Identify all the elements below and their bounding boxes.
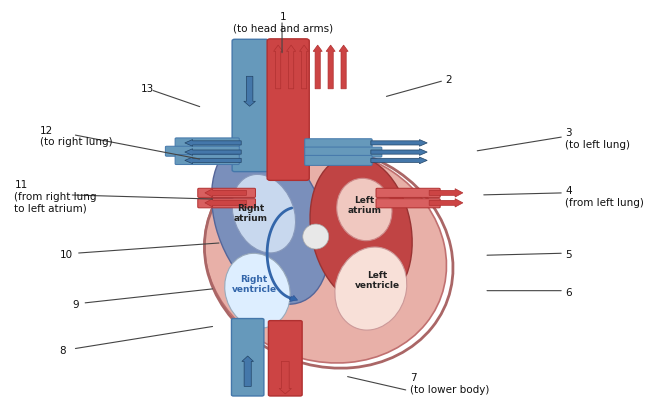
FancyArrow shape xyxy=(244,76,255,106)
FancyBboxPatch shape xyxy=(198,199,255,208)
FancyArrow shape xyxy=(326,45,335,89)
Ellipse shape xyxy=(232,174,296,253)
FancyBboxPatch shape xyxy=(198,188,255,197)
FancyBboxPatch shape xyxy=(165,146,239,156)
Ellipse shape xyxy=(303,224,329,249)
FancyArrow shape xyxy=(185,157,241,164)
FancyArrow shape xyxy=(286,45,296,89)
FancyBboxPatch shape xyxy=(305,139,372,149)
FancyBboxPatch shape xyxy=(376,188,440,197)
Ellipse shape xyxy=(204,147,446,363)
FancyBboxPatch shape xyxy=(267,39,309,180)
FancyArrow shape xyxy=(289,295,298,301)
Text: 4
(from left lung): 4 (from left lung) xyxy=(566,186,644,208)
FancyArrow shape xyxy=(313,45,322,89)
FancyArrow shape xyxy=(185,149,241,155)
Ellipse shape xyxy=(310,155,412,305)
Text: 2: 2 xyxy=(446,75,452,85)
Text: Left
ventricle: Left ventricle xyxy=(355,271,400,290)
FancyArrow shape xyxy=(185,140,241,146)
FancyArrow shape xyxy=(242,356,253,386)
FancyArrow shape xyxy=(279,362,292,394)
Text: 12
(to right lung): 12 (to right lung) xyxy=(40,126,113,147)
FancyBboxPatch shape xyxy=(175,138,239,148)
Text: 10: 10 xyxy=(60,250,73,260)
FancyArrow shape xyxy=(300,45,308,89)
FancyArrow shape xyxy=(371,140,427,146)
Ellipse shape xyxy=(225,253,290,328)
FancyBboxPatch shape xyxy=(175,155,239,165)
FancyArrow shape xyxy=(429,189,463,197)
Text: 5: 5 xyxy=(566,250,572,260)
Text: 9: 9 xyxy=(73,300,80,310)
Ellipse shape xyxy=(211,140,329,304)
FancyArrow shape xyxy=(339,45,348,89)
Text: Left
atrium: Left atrium xyxy=(347,196,381,215)
FancyBboxPatch shape xyxy=(231,318,264,396)
Ellipse shape xyxy=(337,178,392,241)
Text: 8: 8 xyxy=(60,346,66,356)
Text: 1
(to head and arms): 1 (to head and arms) xyxy=(233,12,333,34)
FancyArrow shape xyxy=(371,157,427,164)
Text: 13: 13 xyxy=(141,84,154,94)
Text: Right
atrium: Right atrium xyxy=(234,204,268,223)
Text: Right
ventricle: Right ventricle xyxy=(231,275,276,294)
Text: 7
(to lower body): 7 (to lower body) xyxy=(410,373,489,395)
FancyArrow shape xyxy=(205,189,247,197)
FancyArrow shape xyxy=(205,199,247,207)
FancyArrow shape xyxy=(429,199,463,207)
FancyBboxPatch shape xyxy=(269,321,302,396)
Ellipse shape xyxy=(335,247,407,330)
FancyBboxPatch shape xyxy=(232,39,269,172)
FancyBboxPatch shape xyxy=(376,199,440,208)
FancyBboxPatch shape xyxy=(305,147,382,157)
Text: 11
(from right lung
to left atrium): 11 (from right lung to left atrium) xyxy=(15,181,97,214)
FancyArrow shape xyxy=(371,149,427,155)
FancyArrow shape xyxy=(274,45,282,89)
Text: 6: 6 xyxy=(566,288,572,298)
FancyBboxPatch shape xyxy=(305,155,372,166)
Text: 3
(to left lung): 3 (to left lung) xyxy=(566,128,631,150)
